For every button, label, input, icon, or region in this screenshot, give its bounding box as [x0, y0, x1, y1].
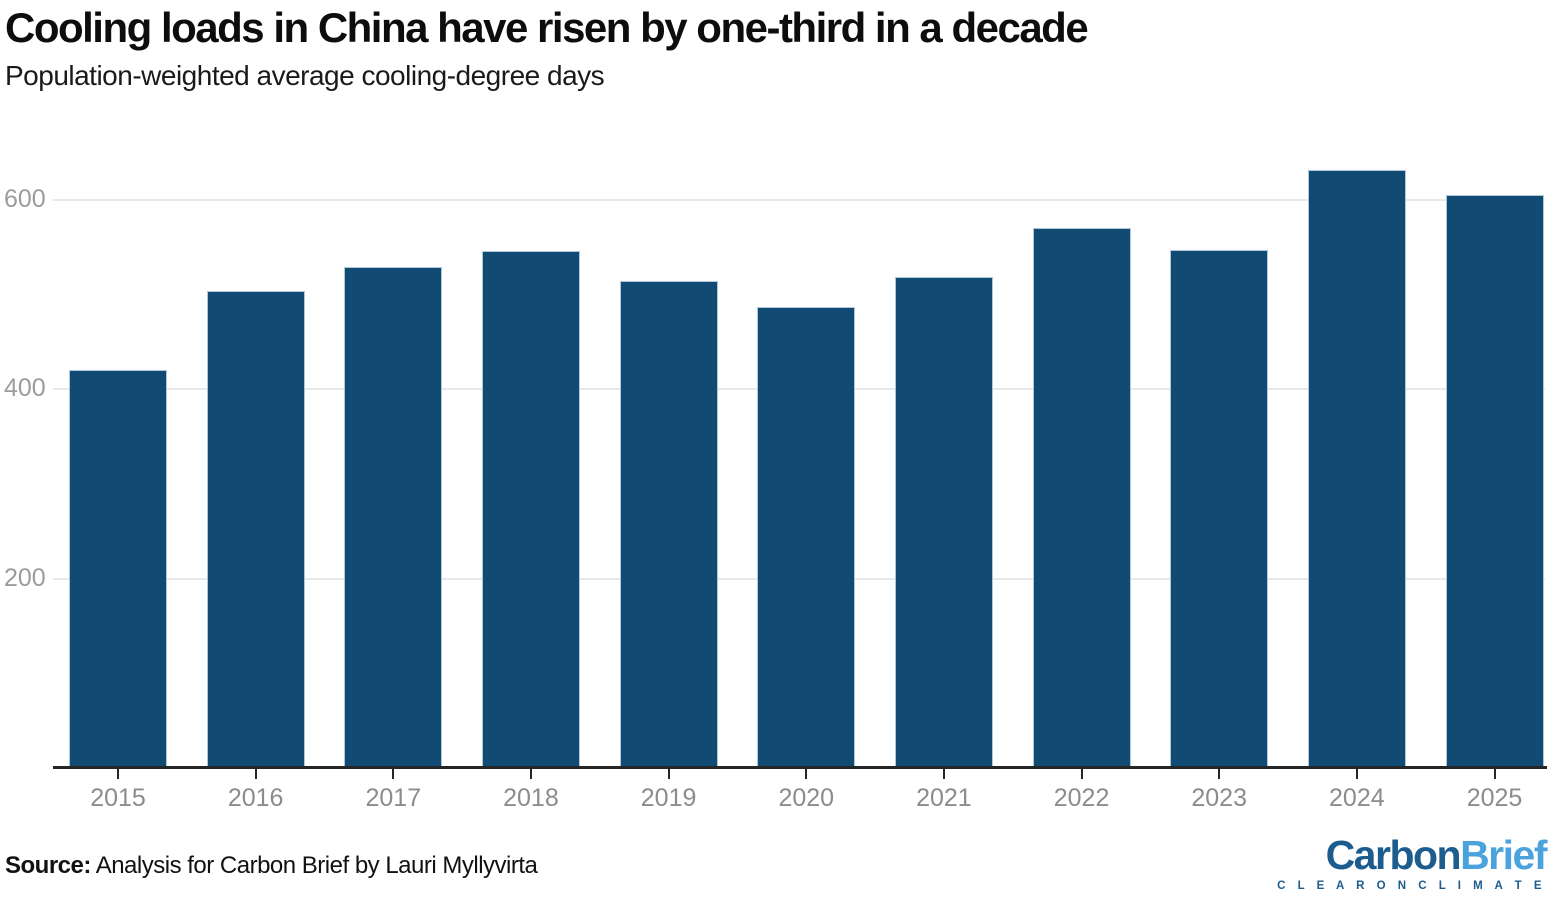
- x-tick-label-2019: 2019: [640, 784, 697, 812]
- logo-tagline: C L E A R O N C L I M A T E: [1277, 880, 1546, 893]
- x-tick-2022: [1080, 769, 1083, 779]
- x-tick-label-2022: 2022: [1053, 784, 1110, 812]
- bar-2023: [1170, 250, 1269, 768]
- x-tick-label-2015: 2015: [90, 784, 146, 812]
- bar-2018: [481, 251, 580, 768]
- bar-2015: [69, 370, 167, 768]
- bar-2025: [1445, 195, 1544, 768]
- bar-2019: [619, 281, 718, 768]
- x-tick-label-2021: 2021: [916, 784, 972, 812]
- bar-2020: [757, 306, 856, 768]
- source-label: Source:: [5, 852, 91, 879]
- bar-2017: [344, 267, 443, 768]
- carbonbrief-logo: CarbonBrief C L E A R O N C L I M A T E: [1277, 832, 1548, 893]
- x-tick-label-2018: 2018: [503, 784, 559, 812]
- chart-title: Cooling loads in China have risen by one…: [5, 4, 1089, 51]
- y-tick-label-600: 600: [4, 185, 46, 213]
- bar-2021: [894, 276, 993, 768]
- x-tick-2024: [1355, 769, 1358, 779]
- x-tick-2019: [667, 769, 670, 779]
- x-tick-2020: [805, 769, 808, 779]
- x-tick-label-2025: 2025: [1466, 784, 1523, 812]
- x-tick-2025: [1493, 769, 1496, 779]
- plot-area: [53, 140, 1545, 768]
- y-tick-label-400: 400: [4, 374, 46, 403]
- bar-2022: [1032, 228, 1131, 768]
- x-tick-2021: [942, 769, 945, 779]
- x-tick-2017: [392, 769, 395, 779]
- x-tick-label-2024: 2024: [1329, 784, 1385, 812]
- x-tick-label-2023: 2023: [1191, 784, 1247, 812]
- x-tick-label-2020: 2020: [778, 784, 835, 812]
- bar-2024: [1307, 169, 1406, 768]
- x-tick-2023: [1218, 769, 1221, 779]
- x-tick-label-2017: 2017: [365, 784, 422, 812]
- x-tick-2015: [117, 769, 119, 779]
- bar-2016: [206, 290, 305, 768]
- chart-subtitle: Population-weighted average cooling-degr…: [5, 60, 605, 91]
- source-line: Source: Analysis for Carbon Brief by Lau…: [5, 852, 538, 880]
- y-tick-label-200: 200: [4, 563, 46, 592]
- x-tick-2016: [254, 769, 257, 779]
- logo-wordmark: CarbonBrief: [1277, 832, 1548, 878]
- logo-carbon-text: Carbon: [1325, 832, 1462, 878]
- logo-brief-text: Brief: [1460, 832, 1547, 878]
- x-axis-line: [53, 766, 1547, 769]
- gridline-600: [53, 199, 1545, 201]
- source-text: Analysis for Carbon Brief by Lauri Mylly…: [90, 852, 538, 879]
- x-tick-label-2016: 2016: [227, 784, 284, 812]
- x-tick-2018: [529, 769, 532, 779]
